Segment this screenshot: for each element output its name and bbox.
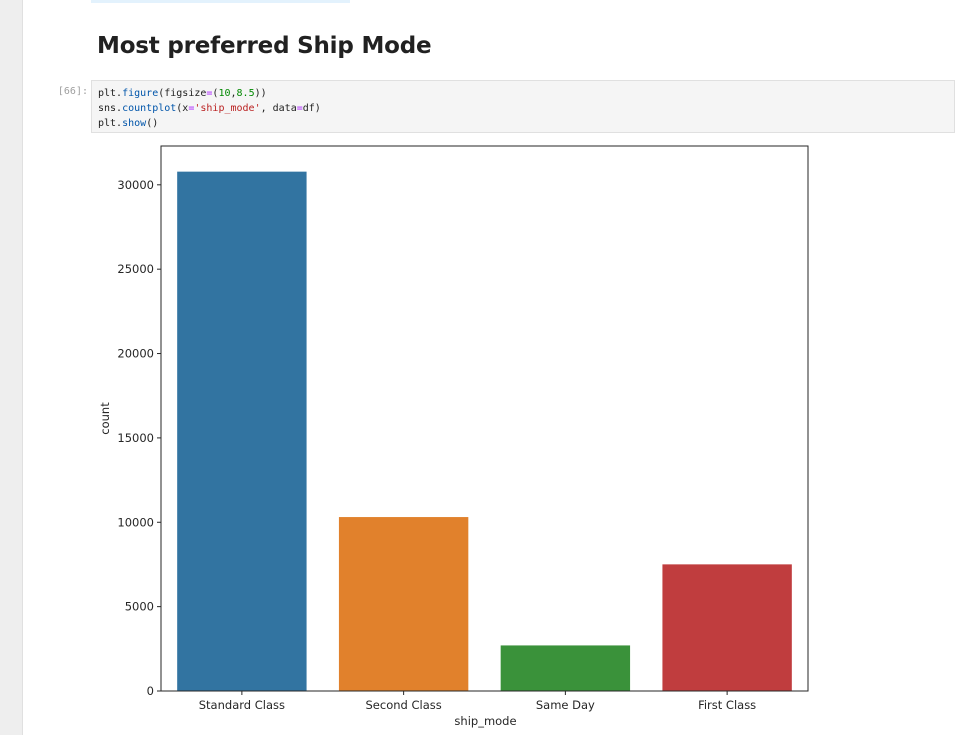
x-tick-label: Standard Class — [199, 698, 285, 712]
bar — [662, 564, 792, 691]
bar — [338, 517, 469, 691]
code-token: (x — [176, 103, 189, 114]
y-axis-label: count — [98, 402, 112, 435]
x-tick-label: First Class — [698, 698, 756, 712]
y-tick-label: 15000 — [117, 431, 154, 445]
code-token: = — [296, 103, 303, 114]
code-token: plt. — [98, 88, 123, 99]
code-token: plt. — [98, 118, 123, 129]
code-token: show — [122, 118, 147, 129]
notebook-left-gutter — [0, 0, 23, 735]
cell-execution-count: [66]: — [57, 86, 88, 97]
code-token: , — [230, 88, 237, 99]
y-tick-label: 5000 — [125, 600, 154, 614]
code-token: 10 — [218, 88, 231, 99]
plot-frame — [160, 145, 809, 692]
countplot-chart: 0 5000 10000 15000 20000 25000 30000 Standard C… — [98, 145, 809, 728]
y-tick-label: 20000 — [117, 347, 154, 361]
code-token: )) — [254, 88, 267, 99]
y-tick-label: 30000 — [117, 178, 154, 192]
code-token: () — [146, 118, 159, 129]
bar — [177, 171, 307, 691]
code-token: , data — [260, 103, 297, 114]
code-token: sns. — [98, 103, 123, 114]
y-tick-label: 25000 — [117, 262, 154, 276]
x-tick-label: Same Day — [536, 698, 595, 712]
code-text[interactable]: plt.figure(figsize=(10,8.5)) sns.countpl… — [98, 86, 321, 131]
y-tick-label: 10000 — [117, 515, 154, 529]
code-token: countplot — [122, 103, 177, 114]
code-cell-editor[interactable]: plt.figure(figsize=(10,8.5)) sns.countpl… — [91, 80, 955, 133]
y-tick-label: 0 — [147, 684, 154, 698]
code-token: (figsize — [158, 88, 207, 99]
bar — [500, 645, 631, 691]
code-token: 8.5 — [236, 88, 255, 99]
cell-output: 0 5000 10000 15000 20000 25000 30000 Standard C… — [91, 140, 831, 735]
code-token: = — [206, 88, 213, 99]
code-token: = — [188, 103, 195, 114]
x-tick-label: Second Class — [366, 698, 442, 712]
code-token: ( — [212, 88, 219, 99]
previous-output-strip — [91, 0, 350, 3]
code-token: 'ship_mode' — [194, 103, 261, 114]
code-line: sns.countplot(x='ship_mode', data=df) — [98, 103, 321, 114]
code-line: plt.figure(figsize=(10,8.5)) — [98, 88, 267, 99]
code-token: figure — [122, 88, 159, 99]
code-token: df) — [302, 103, 321, 114]
code-line: plt.show() — [98, 118, 158, 129]
markdown-heading: Most preferred Ship Mode — [97, 33, 432, 59]
x-axis-label: ship_mode — [454, 714, 516, 728]
